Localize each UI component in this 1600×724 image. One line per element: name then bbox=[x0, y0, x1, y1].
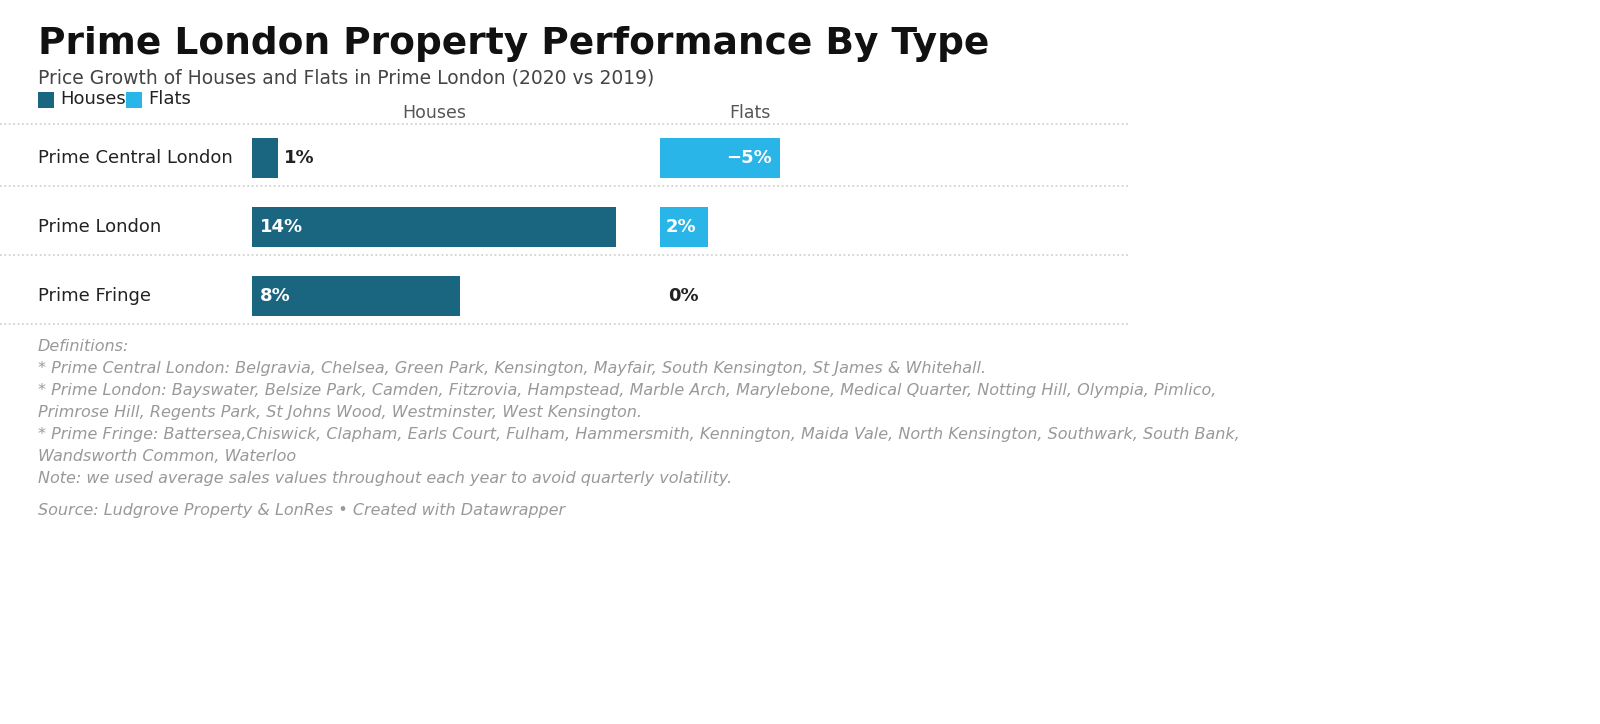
Text: Prime Central London: Prime Central London bbox=[38, 149, 232, 167]
Bar bbox=[253, 276, 461, 316]
Bar bbox=[126, 92, 142, 108]
Text: Houses: Houses bbox=[402, 104, 466, 122]
Text: 14%: 14% bbox=[259, 218, 302, 236]
Text: Houses: Houses bbox=[61, 90, 126, 108]
Text: * Prime Fringe: Battersea,Chiswick, Clapham, Earls Court, Fulham, Hammersmith, K: * Prime Fringe: Battersea,Chiswick, Clap… bbox=[38, 427, 1240, 442]
Text: Note: we used average sales values throughout each year to avoid quarterly volat: Note: we used average sales values throu… bbox=[38, 471, 733, 486]
Bar bbox=[253, 138, 278, 178]
Text: Price Growth of Houses and Flats in Prime London (2020 vs 2019): Price Growth of Houses and Flats in Prim… bbox=[38, 68, 654, 87]
Bar bbox=[38, 92, 54, 108]
Text: Flats: Flats bbox=[730, 104, 771, 122]
Bar bbox=[661, 207, 707, 247]
Text: 2%: 2% bbox=[666, 218, 696, 236]
Text: Prime London Property Performance By Type: Prime London Property Performance By Typ… bbox=[38, 26, 989, 62]
Text: Source: Ludgrove Property & LonRes • Created with Datawrapper: Source: Ludgrove Property & LonRes • Cre… bbox=[38, 503, 565, 518]
Text: Prime Fringe: Prime Fringe bbox=[38, 287, 150, 305]
Text: 0%: 0% bbox=[669, 287, 699, 305]
Text: * Prime London: Bayswater, Belsize Park, Camden, Fitzrovia, Hampstead, Marble Ar: * Prime London: Bayswater, Belsize Park,… bbox=[38, 383, 1216, 398]
Text: Primrose Hill, Regents Park, St Johns Wood, Westminster, West Kensington.: Primrose Hill, Regents Park, St Johns Wo… bbox=[38, 405, 642, 420]
Text: Wandsworth Common, Waterloo: Wandsworth Common, Waterloo bbox=[38, 449, 296, 464]
Text: Prime London: Prime London bbox=[38, 218, 162, 236]
Text: * Prime Central London: Belgravia, Chelsea, Green Park, Kensington, Mayfair, Sou: * Prime Central London: Belgravia, Chels… bbox=[38, 361, 986, 376]
Text: 8%: 8% bbox=[259, 287, 291, 305]
Bar bbox=[253, 207, 616, 247]
Text: 1%: 1% bbox=[285, 149, 315, 167]
Bar bbox=[661, 138, 781, 178]
Text: Flats: Flats bbox=[147, 90, 190, 108]
Text: Definitions:: Definitions: bbox=[38, 339, 130, 354]
Text: −5%: −5% bbox=[726, 149, 771, 167]
